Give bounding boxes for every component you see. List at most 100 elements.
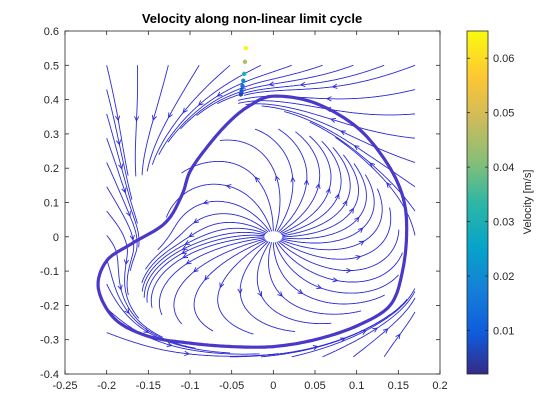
streamline-arrow: [312, 345, 319, 351]
streamline-arrow: [134, 116, 140, 122]
trajectory-point: [241, 71, 247, 77]
trajectory-point: [240, 83, 245, 89]
streamline-arrow: [325, 187, 331, 194]
x-tick-label: 0.1: [349, 380, 364, 392]
streamline-arrow: [182, 253, 189, 259]
streamline-arrow: [303, 179, 310, 185]
colorbar-gradient: [466, 30, 489, 375]
streamline-arrow: [369, 162, 376, 168]
colorbar-tick-label: 0.04: [493, 162, 514, 174]
streamline-arrow: [315, 182, 321, 189]
streamline-arrow: [354, 216, 360, 223]
streamline-arrow: [185, 259, 192, 265]
y-tick-label: 0.3: [44, 129, 59, 141]
streamline-arrow: [360, 330, 367, 335]
x-tick-label: 0: [270, 380, 276, 392]
trajectory-point: [238, 92, 244, 97]
streamline-arrow: [117, 284, 123, 291]
streamline-arrow: [329, 117, 336, 123]
streamline-arrow: [254, 176, 261, 183]
streamline-arrow: [339, 130, 346, 136]
streamline-arrow: [151, 115, 157, 122]
streamline-arrow: [355, 255, 362, 261]
colorbar-tick-label: 0.05: [493, 108, 514, 120]
streamline-arrow: [167, 112, 173, 119]
streamline-arrow: [353, 145, 360, 151]
trajectory-points: [238, 45, 249, 97]
x-tick-label: -0.25: [52, 380, 77, 392]
streamline-arrow: [181, 245, 188, 250]
colorbar: 0.06 0.05 0.04 0.03 0.02 0.01 Velocity [m/s]: [466, 30, 534, 375]
y-tick-label: 0.2: [44, 163, 59, 175]
y-tick-label: -0.2: [40, 300, 59, 312]
streamline-arrow: [184, 240, 191, 245]
colorbar-label: Velocity [m/s]: [522, 170, 534, 235]
streamline-arrow: [188, 232, 195, 238]
streamline-arrow: [184, 350, 191, 357]
y-tick-label: 0.6: [44, 26, 59, 38]
streamline-arrow: [182, 107, 188, 114]
streamline-arrow: [115, 115, 121, 122]
trajectory-point: [242, 59, 248, 65]
limit-cycle: [96, 94, 409, 349]
x-tick-label: -0.1: [181, 380, 200, 392]
streamline-arrow: [342, 199, 348, 206]
streamline-arrow: [116, 139, 122, 146]
streamline-arrow: [193, 267, 199, 273]
streamline-arrow: [121, 187, 127, 194]
streamline-arrow: [129, 234, 135, 241]
streamline-arrow: [124, 308, 130, 315]
x-tick-label: 0.05: [304, 380, 325, 392]
y-tick-label: 0: [53, 232, 59, 244]
streamline-arrow: [257, 291, 263, 298]
y-axis-ticks: 0.6 0.5 0.4 0.3 0.2 0.1 0 -0.1 -0.2 -0.3 -0.4: [40, 26, 440, 381]
x-tick-label: -0.2: [97, 380, 116, 392]
streamline-arrow: [297, 289, 304, 295]
streamline-arrow: [181, 249, 188, 255]
streamline-arrow: [332, 277, 339, 283]
streamline-arrow: [316, 284, 323, 290]
limit-cycle-path: [96, 94, 409, 349]
streamline-arrow: [197, 100, 204, 106]
streamline-arrow: [372, 327, 379, 333]
streamline-arrow: [331, 83, 338, 89]
streamline-arrow: [166, 341, 173, 347]
streamline-arrow: [382, 328, 389, 334]
colorbar-tick-label: 0.01: [493, 325, 514, 337]
x-axis-ticks: -0.25 -0.2 -0.15 -0.1 -0.05 0 0.05 0.1 0.15 0.2: [52, 31, 448, 392]
colorbar-ticks: 0.06 0.05 0.04 0.03 0.02 0.01: [467, 53, 514, 337]
streamline-arrow: [204, 274, 210, 281]
streamline-arrow: [126, 211, 131, 218]
streamline-arrow: [325, 96, 332, 102]
x-tick-label: -0.05: [219, 380, 244, 392]
y-tick-label: 0.5: [44, 60, 59, 72]
streamline-arrow: [123, 259, 129, 266]
streamline-arrow: [358, 240, 365, 246]
streamline-arrow: [348, 207, 354, 214]
streamlines: [106, 64, 416, 358]
y-tick-label: -0.4: [40, 369, 59, 381]
streamline-arrow: [277, 291, 284, 297]
x-tick-label: -0.15: [136, 380, 161, 392]
chart-title: Velocity along non-linear limit cycle: [142, 11, 362, 26]
streamline-arrow: [225, 184, 232, 190]
colorbar-tick-label: 0.06: [493, 53, 514, 65]
streamline-arrow: [357, 227, 364, 233]
streamline-arrow: [395, 333, 401, 340]
streamline-arrow: [275, 175, 280, 182]
colorbar-tick-label: 0.03: [493, 217, 514, 229]
y-tick-label: -0.1: [40, 266, 59, 278]
trajectory-point: [243, 45, 249, 51]
y-tick-label: -0.3: [40, 335, 59, 347]
streamline-arrow: [219, 282, 225, 289]
y-tick-label: 0.1: [44, 198, 59, 210]
streamline-arrow: [386, 182, 392, 188]
trajectory-point: [241, 78, 246, 83]
streamline-arrow: [202, 199, 209, 205]
streamline-arrow: [237, 288, 243, 295]
trajectory-point: [239, 88, 244, 94]
streamline-arrow: [216, 91, 223, 97]
streamline-arrow: [268, 81, 275, 87]
